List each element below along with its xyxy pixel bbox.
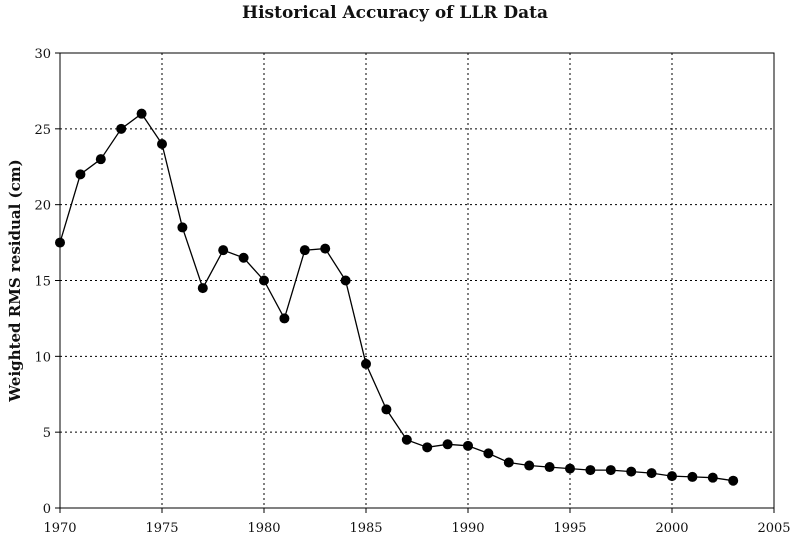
data-point <box>707 472 718 483</box>
x-tick-label: 1990 <box>451 521 484 536</box>
chart-title: Historical Accuracy of LLR Data <box>242 3 548 23</box>
data-point <box>728 475 739 486</box>
data-point <box>381 404 392 415</box>
data-point <box>279 313 290 324</box>
data-point <box>544 462 555 473</box>
data-point <box>299 245 310 256</box>
y-axis-label: Weighted RMS residual (cm) <box>6 159 24 402</box>
y-tick-label: 15 <box>34 275 51 290</box>
data-point <box>116 123 127 134</box>
series <box>55 108 739 486</box>
y-tick-label: 20 <box>34 199 51 214</box>
x-tick-label: 1995 <box>553 521 586 536</box>
axis-ticks <box>55 52 775 513</box>
data-point <box>463 440 473 451</box>
x-tick-label: 1970 <box>43 521 76 536</box>
data-point <box>442 439 453 450</box>
data-point <box>259 275 269 286</box>
data-point <box>218 245 229 256</box>
data-point <box>605 465 616 476</box>
data-point <box>95 154 106 165</box>
x-tick-label: 1975 <box>145 521 178 536</box>
x-tick-label: 2000 <box>655 521 688 536</box>
data-point <box>136 108 147 119</box>
data-point <box>503 457 514 468</box>
data-point <box>483 448 494 459</box>
data-point <box>667 471 677 482</box>
x-tick-label: 1980 <box>247 521 280 536</box>
data-point <box>361 358 371 369</box>
data-point <box>565 463 575 474</box>
data-point <box>177 222 188 233</box>
data-point <box>55 237 65 248</box>
data-point <box>687 471 698 482</box>
x-tick-label: 1985 <box>349 521 382 536</box>
y-tick-label: 25 <box>34 123 51 138</box>
grid <box>60 53 774 508</box>
data-point <box>340 275 351 286</box>
data-point <box>320 243 331 254</box>
data-point <box>157 139 167 149</box>
y-tick-label: 30 <box>34 47 51 62</box>
data-point <box>238 252 249 263</box>
data-point <box>197 283 208 294</box>
x-tick-label: 2005 <box>757 521 790 536</box>
data-point <box>524 460 535 471</box>
data-point <box>75 169 86 180</box>
data-point <box>585 465 596 476</box>
data-point <box>422 442 433 453</box>
y-tick-label: 5 <box>43 426 51 441</box>
y-tick-label: 0 <box>43 502 51 517</box>
data-point <box>626 466 637 477</box>
data-point <box>401 434 412 445</box>
data-point <box>646 468 657 479</box>
tick-labels: 0 5 10 15 20 25 30 1970 1975 1980 1985 1990 1995 2000… <box>34 47 790 536</box>
y-tick-label: 10 <box>34 350 51 365</box>
series-line <box>59 112 734 482</box>
